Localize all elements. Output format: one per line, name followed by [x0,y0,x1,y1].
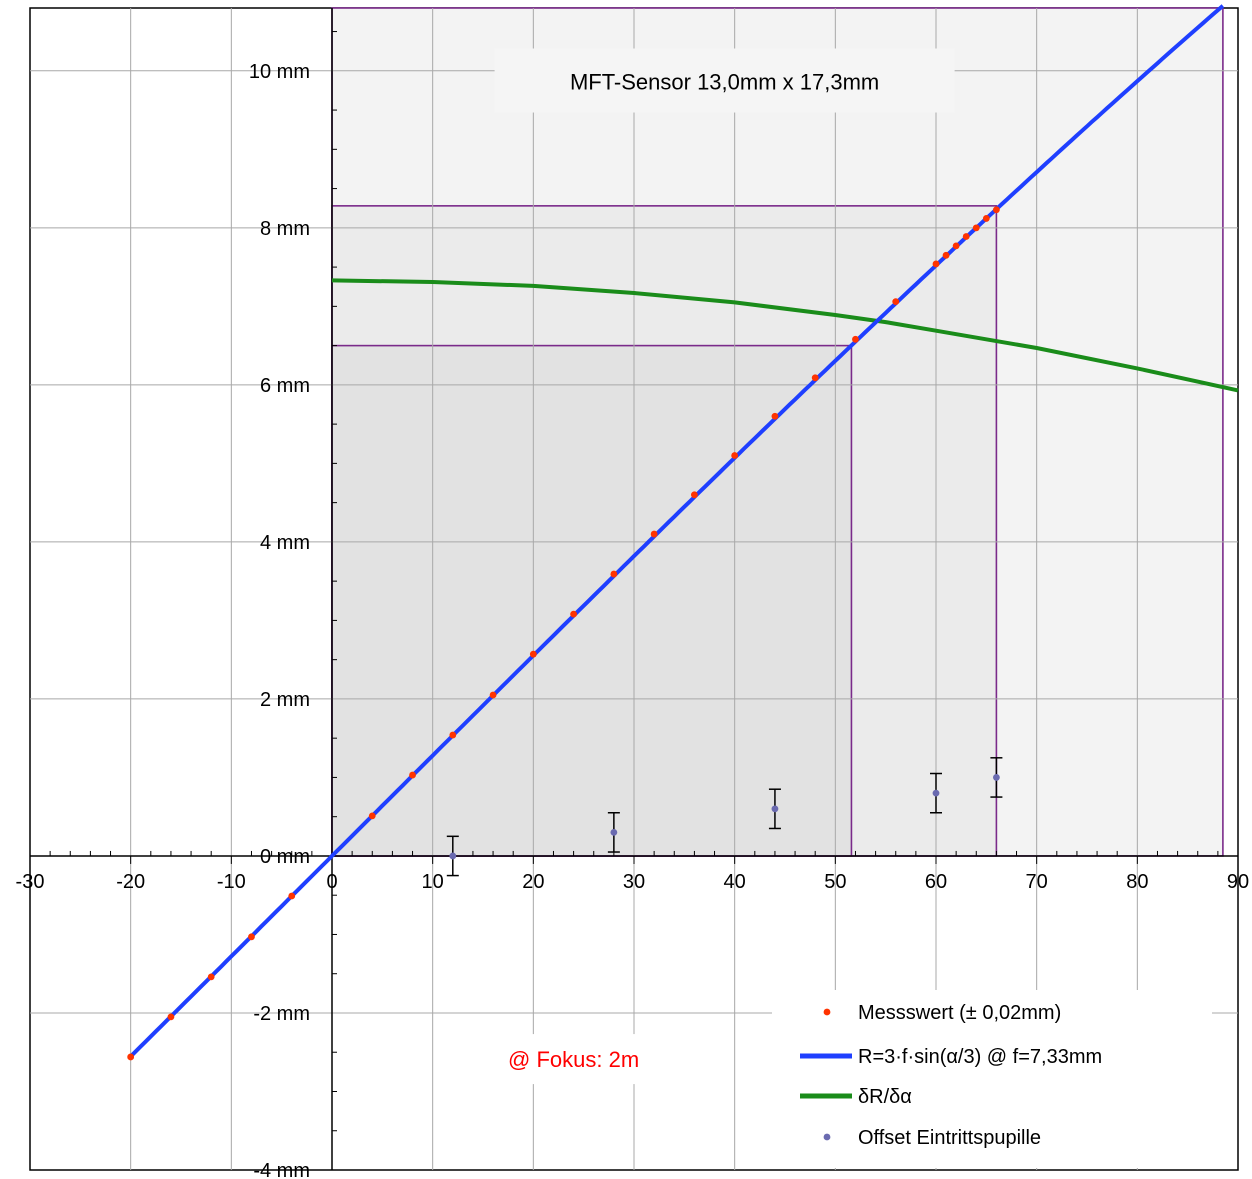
offset-point [993,774,1000,781]
x-tick-label: 70 [1026,871,1048,893]
offset-point [932,789,940,797]
series-line-dr-dalpha [331,278,1239,393]
measured-point [489,691,497,699]
measured-point [409,771,416,779]
y-tick-label: -2 mm [253,1003,310,1025]
measured-point [942,251,950,259]
legend-label: Offset Eintrittspupille [858,1127,1041,1149]
x-tick-label: 30 [623,871,645,893]
measured-point [368,812,376,820]
measured-point [449,731,457,739]
measured-point [167,1013,175,1021]
y-tick-label: 6 mm [260,375,310,397]
measured-point [932,260,940,268]
legend-label: δR/δα [858,1086,912,1108]
series-model-curve [129,4,1225,1058]
focus-label-box [473,1034,674,1085]
measured-point [207,973,215,981]
y-tick-label: 0 mm [260,846,310,868]
offset-point [610,828,618,836]
x-tick-label: -20 [116,871,145,893]
annotations: MFT-Sensor 13,0mm x 17,3mm @ Fokus: 2m [473,48,955,1085]
measured-point [248,933,255,941]
measured-point [852,335,859,343]
y-tick-label: 8 mm [260,218,310,240]
x-tick-label: 40 [724,871,746,893]
x-tick-label: 0 [326,871,337,893]
measured-point [288,892,296,900]
legend-label: Messswert (± 0,02mm) [858,1002,1061,1024]
measured-point [952,242,960,250]
measured-point [811,374,819,382]
axes [30,8,1239,1170]
x-tick-label: 80 [1126,871,1148,893]
sensor-label: MFT-Sensor 13,0mm x 17,3mm [570,70,879,95]
sensor-label-box [494,48,955,113]
x-tick-label: 50 [824,871,846,893]
tick-labels: -30 -20 -10 0 10 20 30 40 50 60 70 80 90 -4 mm -2 mm 0 … [16,61,1250,1179]
y-tick-label: 10 mm [249,61,310,83]
offset-point [771,805,779,813]
series-measured [127,206,1000,1061]
legend-swatch-dot [823,1008,831,1016]
x-tick-label: 60 [925,871,947,893]
series-line-model [129,4,1225,1058]
x-tick-label: 90 [1227,871,1249,893]
x-tick-label: 10 [422,871,444,893]
legend-swatch-dot [823,1133,831,1141]
focus-label: @ Fokus: 2m [508,1047,639,1072]
measured-point [962,233,970,240]
measured-point [127,1053,135,1061]
measured-point [972,224,980,232]
measured-point [771,412,779,420]
y-tick-label: 4 mm [260,532,310,554]
sensor-regions [331,7,1224,857]
x-tick-label: -30 [16,871,45,893]
measured-point [982,215,990,222]
measured-point [892,298,900,306]
legend: Messswert (± 0,02mm) R=3·f·sin(α/3) @ f=7… [772,990,1212,1168]
x-tick-label: -10 [217,871,246,893]
series-dr-dalpha [331,278,1239,393]
measured-point [650,530,658,538]
offset-point [449,852,457,860]
measured-point [691,491,698,499]
grid-lines [30,8,1238,1170]
y-tick-label: -4 mm [253,1160,310,1179]
measured-point [610,570,618,578]
measured-point [570,610,577,618]
measured-point [731,452,739,459]
series-offset-pupil [446,757,1003,877]
measured-point [529,650,537,658]
legend-label: R=3·f·sin(α/3) @ f=7,33mm [858,1046,1102,1068]
y-tick-label: 2 mm [260,689,310,711]
x-tick-label: 20 [522,871,544,893]
measured-point [993,206,1000,214]
legend-box [772,990,1212,1168]
